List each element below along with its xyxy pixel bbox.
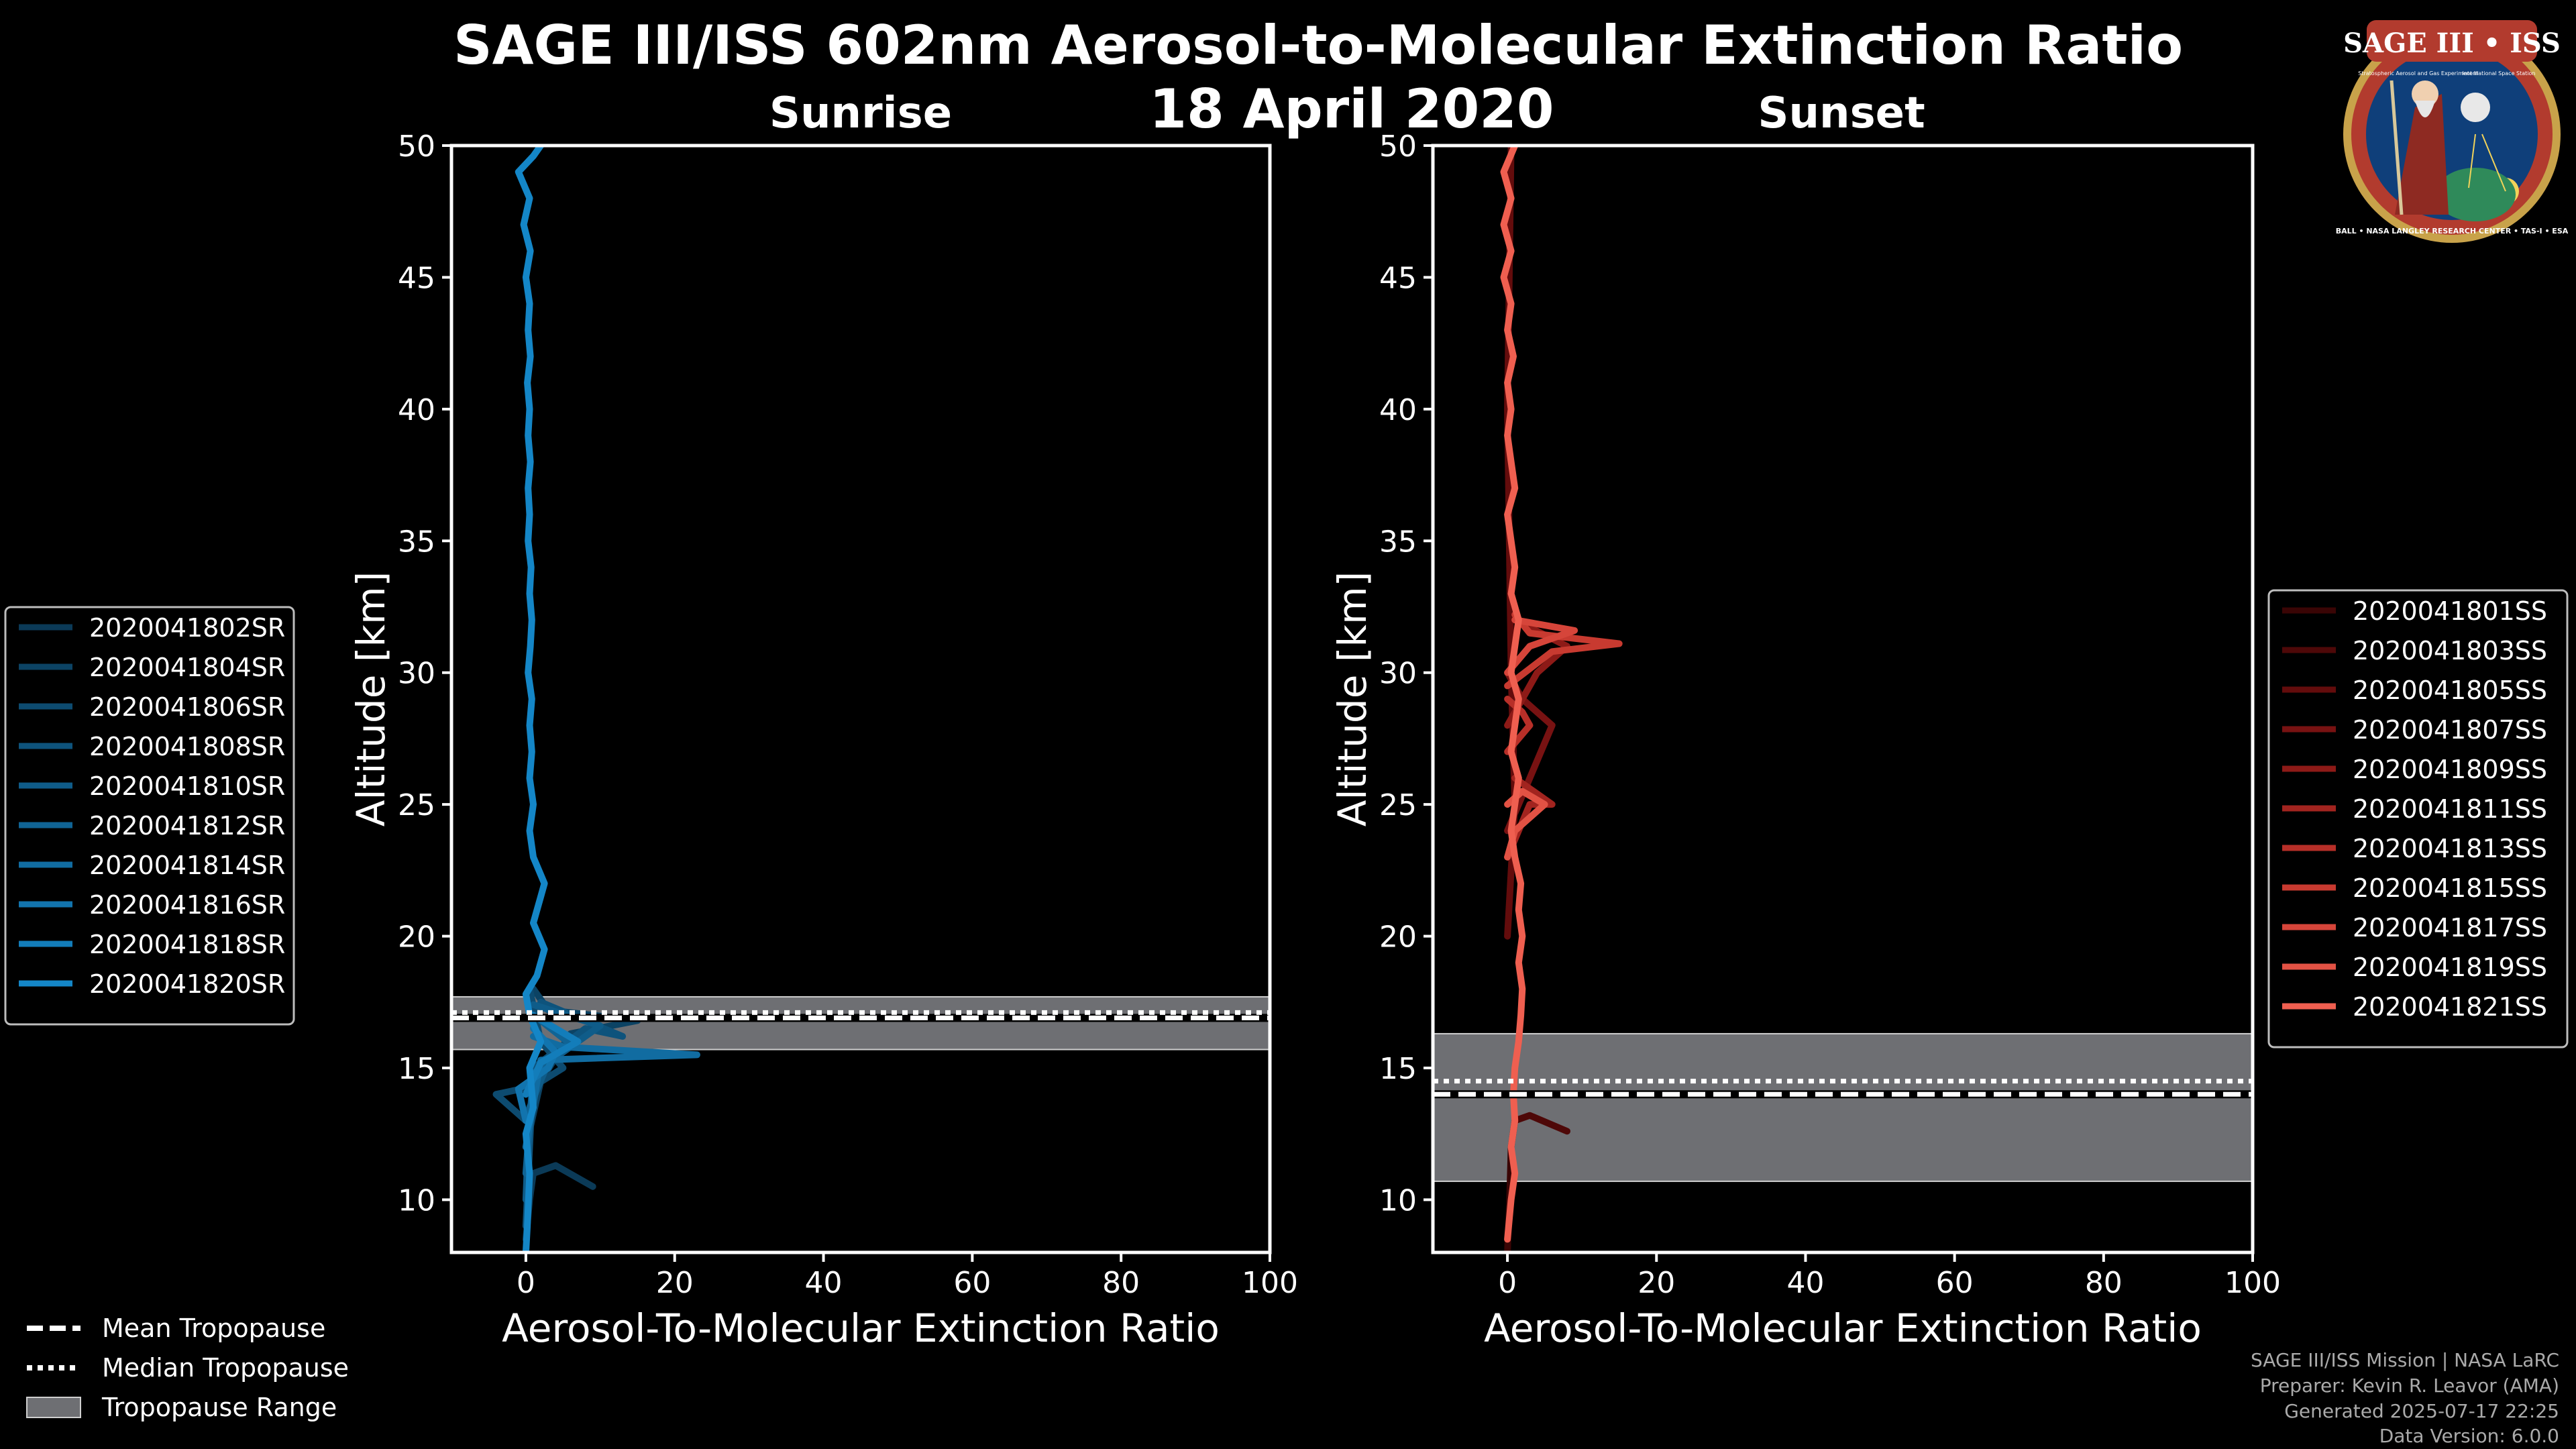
x-tick-label: 80 bbox=[1102, 1266, 1140, 1300]
legend-label: 2020041821SS bbox=[2353, 992, 2547, 1022]
logo-title: SAGE III • ISS bbox=[2343, 28, 2561, 59]
legend-label: 2020041804SR bbox=[89, 653, 285, 682]
panel-title: Sunset bbox=[1758, 89, 1925, 138]
logo-subtitle-2: International Space Station bbox=[2463, 70, 2536, 76]
y-tick-label: 50 bbox=[1379, 129, 1417, 164]
legend-label: Median Tropopause bbox=[102, 1353, 349, 1383]
legend-label: 2020041802SR bbox=[89, 613, 285, 643]
legend-label: Mean Tropopause bbox=[102, 1313, 325, 1343]
sunset-legend: 2020041801SS 2020041803SS 2020041805SS 2020… bbox=[2267, 589, 2569, 1049]
logo-ring-text: BALL • NASA LANGLEY RESEARCH CENTER • TA… bbox=[2336, 227, 2569, 235]
y-tick-label: 15 bbox=[398, 1052, 435, 1086]
x-tick-label: 40 bbox=[805, 1266, 843, 1300]
x-tick-label: 20 bbox=[656, 1266, 694, 1300]
legend-label: 2020041812SR bbox=[89, 811, 285, 841]
x-tick-label: 100 bbox=[2224, 1266, 2281, 1300]
legend-label: 2020041806SR bbox=[89, 692, 285, 722]
legend-label: 2020041816SR bbox=[89, 890, 285, 920]
legend-label: 2020041808SR bbox=[89, 732, 285, 761]
y-tick-label: 40 bbox=[398, 393, 435, 427]
legend-label: 2020041801SS bbox=[2353, 596, 2547, 626]
plot-frame bbox=[1431, 144, 2255, 1254]
tropopause-legend: Mean Tropopause Median Tropopause Tropopau… bbox=[26, 1313, 349, 1422]
figure-title: SAGE III/ISS 602nm Aerosol-to-Molecular … bbox=[453, 14, 2183, 76]
y-tick-label: 15 bbox=[1379, 1052, 1417, 1086]
legend-box bbox=[2267, 589, 2569, 1049]
y-tick-label: 20 bbox=[1379, 920, 1417, 955]
y-tick-label: 45 bbox=[398, 261, 435, 295]
y-axis-label: Altitude [km] bbox=[348, 572, 394, 826]
y-tick-label: 30 bbox=[1379, 657, 1417, 691]
y-tick-label: 10 bbox=[1379, 1183, 1417, 1218]
series-line bbox=[522, 1032, 700, 1150]
sage-iii-iss-logo: SAGE III • ISS Stratospheric Aerosol and… bbox=[2336, 20, 2569, 243]
x-tick-label: 60 bbox=[953, 1266, 991, 1300]
y-tick-label: 30 bbox=[398, 657, 435, 691]
legend-label: 2020041813SS bbox=[2353, 834, 2547, 863]
series-line bbox=[1504, 611, 1623, 690]
legend-label: 2020041820SR bbox=[89, 969, 285, 999]
legend-label: Tropopause Range bbox=[101, 1393, 337, 1422]
x-tick-label: 80 bbox=[2085, 1266, 2123, 1300]
y-tick-label: 10 bbox=[398, 1183, 435, 1218]
y-tick-label: 20 bbox=[398, 920, 435, 955]
footer-line: SAGE III/ISS Mission | NASA LaRC bbox=[2251, 1349, 2559, 1371]
legend-label: 2020041810SR bbox=[89, 771, 285, 801]
plot-frame bbox=[449, 144, 1272, 1254]
x-axis-label: Aerosol-To-Molecular Extinction Ratio bbox=[1484, 1305, 2202, 1351]
figure-date: 18 April 2020 bbox=[1149, 78, 1554, 140]
y-tick-label: 40 bbox=[1379, 393, 1417, 427]
panel-title: Sunrise bbox=[769, 89, 952, 138]
x-tick-label: 100 bbox=[1242, 1266, 1298, 1300]
sunset-panel: 0 20 40 60 80 100 10 15 20 25 30 35 40 45 50 Sunset Aero… bbox=[1330, 89, 2281, 1351]
y-axis-label: Altitude [km] bbox=[1330, 572, 1375, 826]
x-tick-label: 20 bbox=[1638, 1266, 1675, 1300]
x-tick-label: 0 bbox=[1498, 1266, 1517, 1300]
series-line bbox=[515, 1025, 559, 1124]
logo-figure bbox=[2395, 94, 2449, 215]
legend-box bbox=[4, 606, 295, 1026]
sunrise-legend: 2020041802SR 2020041804SR 2020041806SR 2020… bbox=[4, 606, 295, 1026]
legend-swatch-band bbox=[26, 1397, 81, 1418]
legend-label: 2020041818SR bbox=[89, 930, 285, 959]
y-tick-label: 25 bbox=[1379, 788, 1417, 822]
legend-label: 2020041815SS bbox=[2353, 873, 2547, 903]
tropopause-range-band bbox=[1432, 1032, 2253, 1182]
legend-label: 2020041807SS bbox=[2353, 715, 2547, 745]
y-tick-label: 50 bbox=[398, 129, 435, 164]
x-axis-label: Aerosol-To-Molecular Extinction Ratio bbox=[502, 1305, 1220, 1351]
sunrise-panel: 0 20 40 60 80 100 10 15 20 25 30 35 40 45 50 Sunrise Aer… bbox=[348, 89, 1298, 1351]
y-tick-label: 45 bbox=[1379, 261, 1417, 295]
y-tick-label: 35 bbox=[398, 525, 435, 559]
logo-subtitle: Stratospheric Aerosol and Gas Experiment… bbox=[2358, 70, 2478, 76]
y-tick-label: 25 bbox=[398, 788, 435, 822]
legend-label: 2020041803SS bbox=[2353, 636, 2547, 665]
series-line bbox=[1504, 616, 1578, 676]
footer-line: Data Version: 6.0.0 bbox=[2379, 1425, 2559, 1447]
legend-label: 2020041819SS bbox=[2353, 953, 2547, 982]
legend-label: 2020041809SS bbox=[2353, 755, 2547, 784]
legend-label: 2020041805SS bbox=[2353, 676, 2547, 705]
footer-line: Generated 2025-07-17 22:25 bbox=[2284, 1400, 2559, 1422]
legend-label: 2020041817SS bbox=[2353, 913, 2547, 943]
footer-line: Preparer: Kevin R. Leavor (AMA) bbox=[2260, 1375, 2559, 1397]
legend-label: 2020041814SR bbox=[89, 851, 285, 880]
x-tick-label: 0 bbox=[517, 1266, 535, 1300]
logo-moon bbox=[2461, 93, 2490, 122]
x-tick-label: 60 bbox=[1936, 1266, 1974, 1300]
legend-label: 2020041811SS bbox=[2353, 794, 2547, 824]
footer-credits: SAGE III/ISS Mission | NASA LaRC Prepare… bbox=[2251, 1349, 2559, 1447]
y-tick-label: 35 bbox=[1379, 525, 1417, 559]
series-line bbox=[1511, 1112, 1570, 1135]
x-tick-label: 40 bbox=[1786, 1266, 1824, 1300]
series-line bbox=[1500, 146, 1526, 1243]
logo-earth bbox=[2435, 168, 2516, 221]
